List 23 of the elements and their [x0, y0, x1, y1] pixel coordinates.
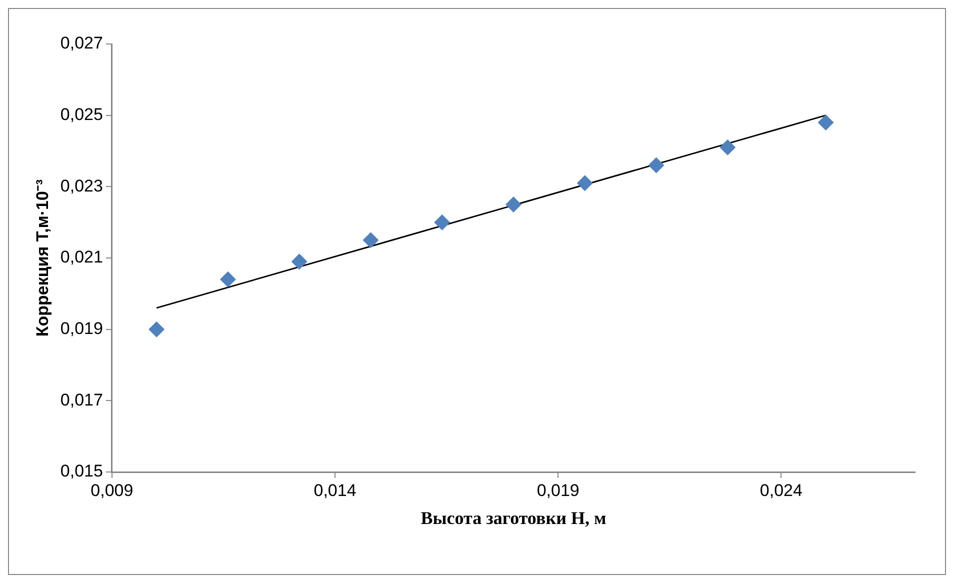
point	[818, 114, 834, 130]
point	[720, 139, 736, 156]
point	[648, 157, 664, 174]
point	[576, 175, 593, 192]
point	[434, 214, 450, 230]
y-tick-label: 0,023	[60, 176, 103, 196]
y-tick-label: 0,019	[60, 319, 103, 338]
point	[362, 232, 379, 248]
x-tick-label: 0,014	[314, 480, 356, 500]
y-tick-label: 0,025	[60, 105, 103, 124]
y-axis-title: Коррекция Т,м·10⁻³	[32, 179, 52, 337]
point	[291, 254, 308, 270]
y-tick-label: 0,021	[60, 248, 103, 267]
x-tick-label: 0,019	[536, 480, 580, 500]
point	[505, 196, 522, 212]
x-tick-label: 0,009	[90, 480, 134, 500]
y-tick-label: 0,027	[60, 34, 103, 53]
x-tick-label: 0,024	[760, 480, 802, 500]
point	[220, 271, 236, 288]
y-tick-label: 0,015	[60, 462, 103, 481]
point	[148, 321, 165, 338]
x-axis-title: Высота заготовки Н, м	[420, 508, 606, 528]
y-tick-label: 0,017	[60, 390, 103, 410]
